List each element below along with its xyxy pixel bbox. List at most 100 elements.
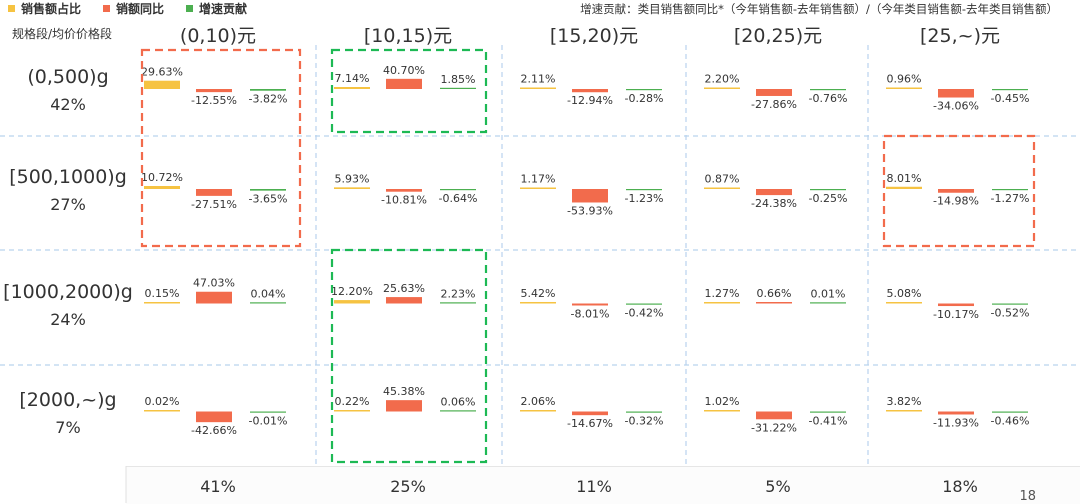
bar-contrib — [810, 302, 846, 304]
legend-item-yoy: 销额同比 — [103, 0, 164, 16]
bar-contrib — [810, 189, 846, 191]
bar-contrib — [250, 411, 286, 413]
data-label-share: 1.27% — [705, 287, 740, 300]
spec-segment-label: [2000,~)g 7% — [0, 386, 136, 442]
bar-share — [886, 186, 922, 189]
bar-share — [886, 302, 922, 304]
legend-label-share: 销售额占比 — [21, 1, 82, 16]
bar-yoy — [386, 297, 422, 304]
legend-item-share: 销售额占比 — [8, 0, 81, 16]
bar-share — [334, 187, 370, 189]
bar-yoy — [938, 189, 974, 193]
data-label-yoy: -12.94% — [567, 94, 613, 107]
legend: 销售额占比 销额同比 增速贡献 — [8, 0, 247, 16]
legend-label-yoy: 销额同比 — [116, 1, 165, 16]
bar-yoy — [196, 291, 232, 304]
data-label-share: 5.93% — [335, 172, 370, 185]
spec-segment-name: [2000,~)g — [19, 388, 117, 411]
data-label-yoy: -8.01% — [571, 308, 610, 321]
data-label-yoy: -10.81% — [381, 194, 427, 207]
bar-contrib — [626, 89, 662, 91]
bar-share — [520, 87, 556, 89]
data-label-contrib: -0.52% — [991, 307, 1030, 320]
price-segment-header: [25,~)元 — [920, 25, 1000, 47]
price-segment-header: (0,10)元 — [179, 25, 257, 47]
data-label-share: 3.82% — [887, 395, 922, 408]
axis-corner-label: 规格段/均价价格段 — [12, 27, 113, 41]
data-label-share: 10.72% — [141, 171, 183, 184]
price-segment-share: 18% — [942, 477, 978, 496]
data-label-share: 12.20% — [331, 285, 373, 298]
bar-yoy — [938, 89, 974, 98]
data-label-share: 0.15% — [145, 287, 180, 300]
data-label-contrib: -1.27% — [991, 192, 1030, 205]
page-number: 18 — [1019, 489, 1036, 504]
bar-contrib — [626, 189, 662, 191]
bar-yoy — [386, 78, 422, 89]
bar-yoy — [386, 400, 422, 412]
data-label-contrib: -0.41% — [809, 415, 848, 428]
data-label-share: 2.06% — [521, 395, 556, 408]
bar-yoy — [756, 411, 792, 420]
data-label-yoy: -27.51% — [191, 198, 237, 211]
data-label-contrib: -0.25% — [809, 192, 848, 205]
data-label-contrib: 0.01% — [811, 287, 846, 300]
data-label-share: 5.08% — [887, 287, 922, 300]
bar-share — [334, 410, 370, 412]
bar-share — [334, 87, 370, 89]
bar-yoy — [196, 89, 232, 93]
data-label-yoy: -31.22% — [751, 421, 797, 434]
data-label-contrib: -0.42% — [625, 307, 664, 320]
bar-contrib — [250, 189, 286, 191]
bar-yoy — [756, 302, 792, 304]
data-label-share: 29.63% — [141, 66, 183, 79]
bar-contrib — [440, 87, 476, 89]
highlight-box — [330, 48, 488, 134]
data-label-share: 0.87% — [705, 173, 740, 186]
bar-contrib — [992, 189, 1028, 191]
data-label-contrib: -0.45% — [991, 92, 1030, 105]
price-segment-header: [10,15)元 — [363, 25, 453, 47]
data-label-contrib: -0.76% — [809, 92, 848, 105]
spec-segment-label: (0,500)g 42% — [0, 63, 136, 119]
bar-share — [334, 300, 370, 304]
data-label-contrib: -0.64% — [439, 192, 478, 205]
bar-yoy — [938, 411, 974, 415]
price-share-row — [126, 466, 1080, 504]
legend-swatch-yoy — [103, 4, 111, 12]
bar-yoy — [572, 303, 608, 306]
data-label-contrib: -0.28% — [625, 92, 664, 105]
bar-share — [144, 80, 180, 89]
data-label-yoy: 25.63% — [383, 282, 425, 295]
spec-segment-share: 42% — [50, 95, 86, 114]
bar-contrib — [626, 411, 662, 413]
spec-segment-share: 27% — [50, 195, 86, 214]
legend-swatch-share — [8, 4, 15, 12]
bar-share — [144, 302, 180, 304]
bar-contrib — [250, 89, 286, 91]
data-label-yoy: -24.38% — [751, 197, 797, 210]
bar-contrib — [440, 302, 476, 304]
highlight-box — [140, 48, 302, 248]
bar-contrib — [992, 303, 1028, 305]
bar-yoy — [572, 411, 608, 416]
price-segment-share: 25% — [390, 477, 426, 496]
data-label-contrib: 0.04% — [251, 287, 286, 300]
data-label-share: 0.22% — [335, 395, 370, 408]
data-label-share: 7.14% — [335, 72, 370, 85]
spec-segment-label: [1000,2000)g 24% — [0, 278, 136, 334]
bar-yoy — [938, 303, 974, 307]
spec-segment-label: [500,1000)g 27% — [0, 163, 136, 219]
spec-segment-share: 7% — [55, 417, 81, 437]
data-label-share: 5.42% — [521, 287, 556, 300]
bar-share — [520, 187, 556, 189]
bar-contrib — [992, 411, 1028, 413]
data-label-contrib: 0.06% — [441, 395, 476, 408]
data-label-yoy: -42.66% — [191, 424, 237, 437]
data-label-yoy: 0.66% — [757, 287, 792, 300]
bar-contrib — [250, 302, 286, 304]
bar-share — [520, 301, 556, 304]
bar-yoy — [572, 89, 608, 93]
price-segment-header: [20,25)元 — [733, 25, 823, 47]
